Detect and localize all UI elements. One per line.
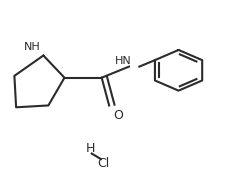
Text: H: H	[86, 142, 95, 155]
Text: HN: HN	[115, 56, 132, 66]
Text: O: O	[114, 109, 124, 122]
Text: Cl: Cl	[97, 157, 109, 170]
Text: NH: NH	[24, 42, 41, 52]
